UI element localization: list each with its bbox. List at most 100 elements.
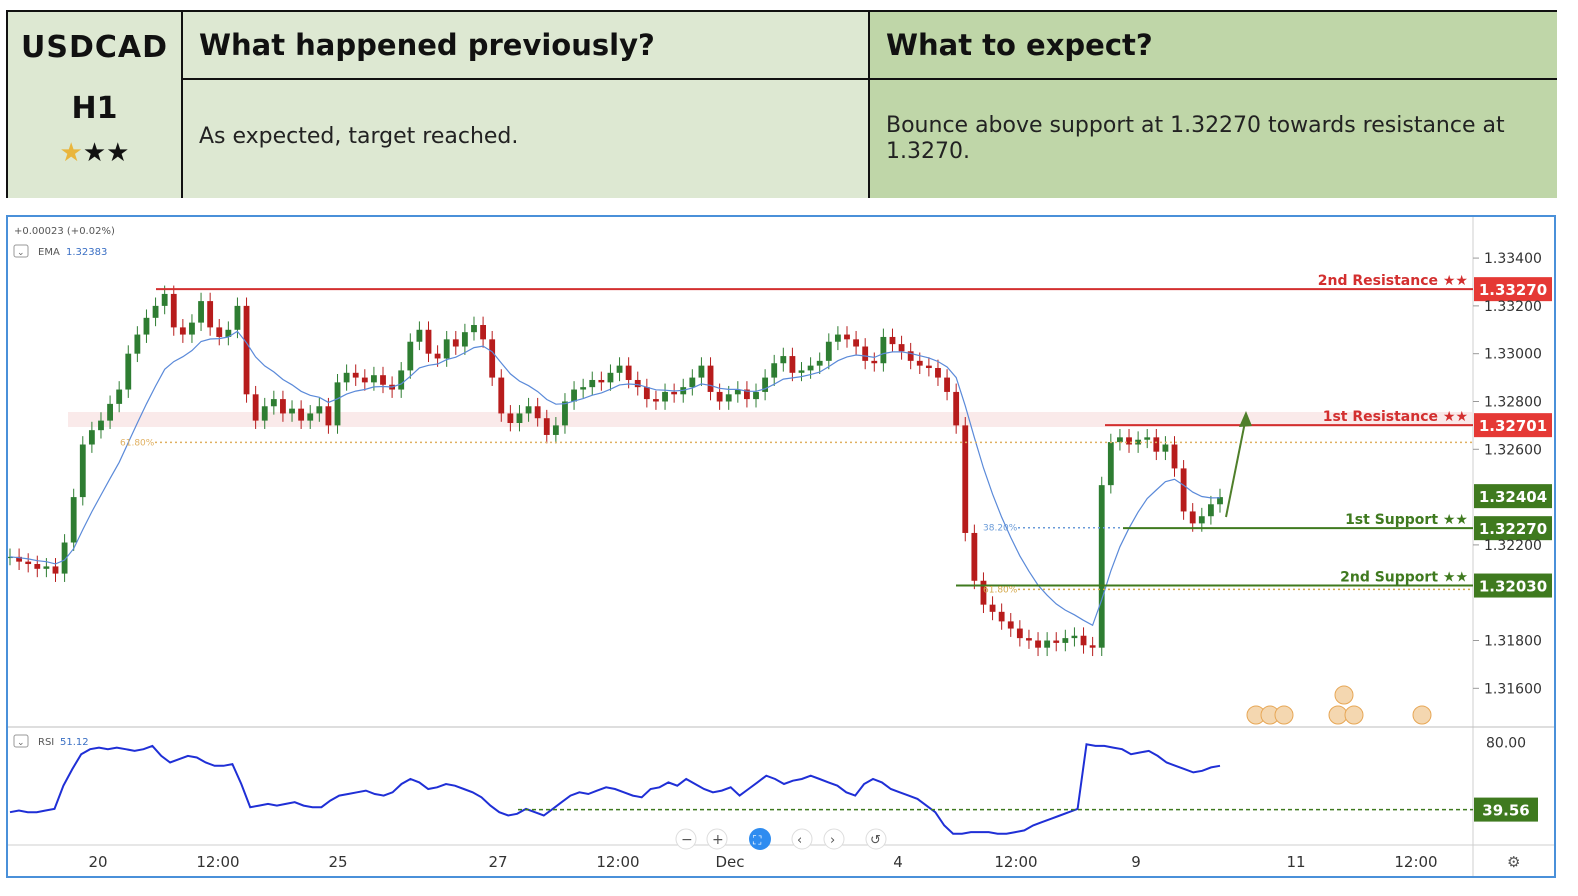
candle (143, 309, 150, 343)
price-badge-label: 1.33270 (1479, 281, 1547, 299)
candle (734, 381, 741, 403)
candle (935, 359, 941, 386)
candle (516, 405, 523, 432)
candle (1026, 629, 1032, 649)
candle (289, 400, 295, 422)
candles-group (7, 285, 1223, 657)
candle (1162, 436, 1169, 461)
candle (1189, 503, 1196, 532)
star-filled-icon: ★ (59, 138, 83, 168)
candle (243, 297, 250, 403)
chart-panel[interactable]: +0.00023 (+0.02%) ⌄ EMA 1.32383 ⌄ RSI 51… (6, 215, 1556, 878)
y-tick-label: 1.31800 (1484, 634, 1542, 650)
price-chart[interactable]: +0.00023 (+0.02%) ⌄ EMA 1.32383 ⌄ RSI 51… (7, 217, 1554, 876)
y-tick-label: 1.32800 (1484, 394, 1542, 410)
us-flag-icon[interactable] (1274, 705, 1294, 725)
fib-level-label: 61.80% (120, 438, 155, 448)
candle (844, 326, 850, 348)
rsi-level-badge (1474, 797, 1538, 822)
rsi-collapse-button[interactable] (13, 734, 29, 748)
candle (771, 354, 778, 386)
candle (834, 326, 841, 351)
candle (334, 374, 341, 434)
undo-icon: ↺ (870, 833, 881, 848)
candle (898, 335, 905, 360)
previous-text: As expected, target reached. (199, 124, 519, 149)
candle (507, 405, 514, 432)
star-icon: ★ (106, 138, 130, 168)
candle (34, 555, 41, 578)
ema-collapse-button[interactable] (13, 244, 29, 258)
projection-arrow-line (1225, 416, 1247, 518)
x-tick-label: Dec (715, 853, 744, 871)
timeframe-label: H1 (71, 91, 118, 126)
candle (161, 285, 168, 315)
previous-body-cell: As expected, target reached. (183, 80, 870, 198)
candle (1071, 627, 1078, 647)
candle (1089, 636, 1096, 657)
candle (498, 369, 505, 422)
scroll-left-icon: ‹ (797, 833, 802, 848)
candle (625, 357, 632, 389)
candle (525, 397, 532, 422)
previous-title: What happened previously? (199, 28, 655, 62)
candle (398, 362, 405, 398)
rsi-level-label: 39.56 (1482, 802, 1529, 820)
arrow-head-icon (1239, 411, 1252, 427)
level-name: 2nd Resistance ★★ (1318, 273, 1468, 289)
candle (944, 369, 950, 401)
ema-legend-name: EMA (38, 247, 60, 258)
zoom-out-button[interactable] (675, 828, 697, 850)
candle (689, 369, 696, 396)
ca-flag-icon[interactable] (1334, 685, 1354, 705)
us-flag-icon[interactable] (1344, 705, 1364, 725)
candle (461, 323, 468, 355)
candle (980, 572, 987, 614)
level-name: 2nd Support ★★ (1340, 570, 1468, 586)
level-name: 1st Support ★★ (1345, 512, 1468, 528)
candle (552, 417, 559, 444)
scroll-left-button[interactable] (791, 828, 813, 850)
candle (871, 352, 878, 372)
candle (1098, 476, 1105, 657)
candle (134, 326, 141, 363)
candle (616, 357, 623, 382)
expect-text: Bounce above support at 1.32270 towards … (886, 113, 1505, 164)
y-tick-label: 1.32200 (1484, 538, 1542, 554)
reset-zoom-button[interactable] (749, 828, 771, 850)
candle (352, 364, 359, 386)
scroll-right-button[interactable] (823, 828, 845, 850)
symbol-label: USDCAD (20, 30, 168, 65)
candle (744, 381, 750, 408)
zoom-in-button[interactable] (706, 828, 728, 850)
candle (1080, 627, 1087, 654)
candle (98, 412, 104, 439)
us-flag-icon[interactable] (1328, 705, 1348, 725)
candle (580, 378, 587, 398)
ema-legend-value: 1.32383 (66, 247, 107, 258)
settings-gear-icon[interactable]: ⚙ (1507, 853, 1520, 871)
info-table: USDCAD H1 ★★★ What happened previously? … (6, 10, 1557, 198)
candle (825, 333, 832, 370)
candle (662, 383, 668, 410)
candle (1062, 629, 1069, 652)
candle (598, 371, 605, 391)
candle (70, 488, 77, 551)
candle (1217, 488, 1223, 513)
candle (434, 345, 441, 367)
us-flag-icon[interactable] (1412, 705, 1432, 725)
candle (471, 316, 477, 341)
candle (489, 330, 496, 386)
x-tick-label: 12:00 (596, 853, 639, 871)
candle (880, 328, 887, 372)
candle (543, 409, 550, 444)
candle (853, 330, 860, 355)
x-tick-label: 12:00 (196, 853, 239, 871)
undo-button[interactable] (865, 828, 887, 850)
y-ticks-group: 1.33400 1.33200 1.33000 1.32800 1.32600 1.322… (1473, 251, 1542, 697)
candle (416, 321, 423, 351)
candle (962, 417, 969, 542)
rating-stars: ★★★ (8, 140, 181, 166)
event-flags (1246, 685, 1432, 725)
candle (562, 393, 568, 434)
